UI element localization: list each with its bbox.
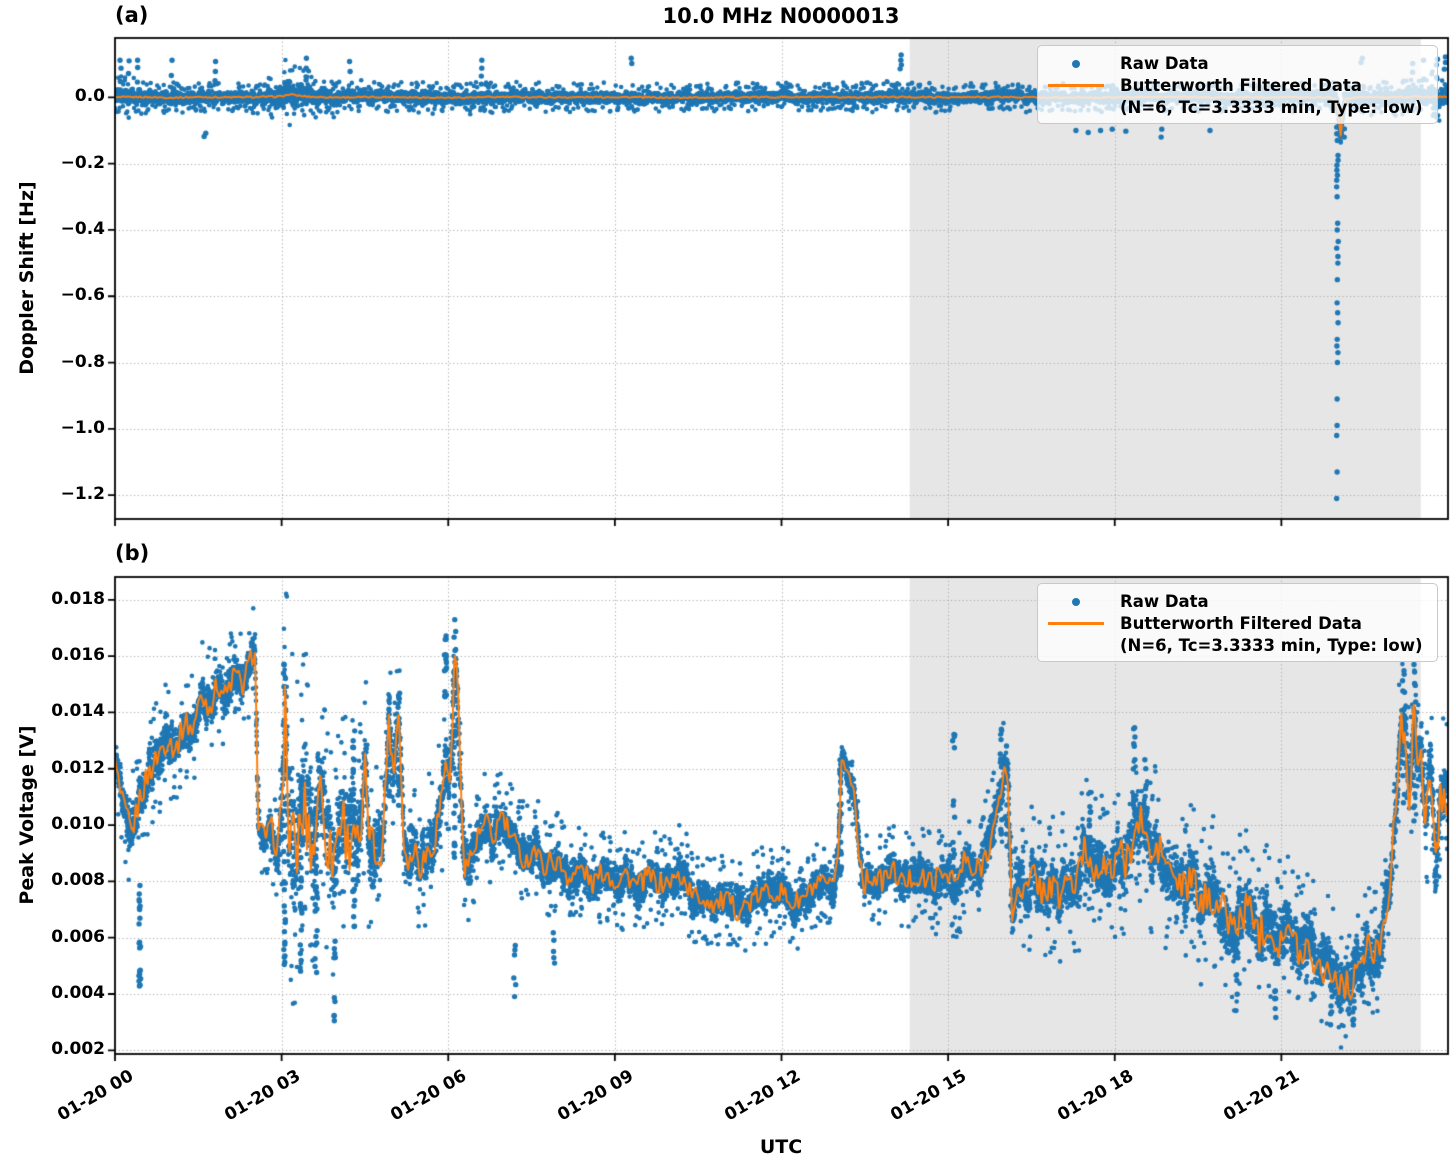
raw-data-dot-marker-icon: [1046, 591, 1106, 606]
legend-filtered-label: Butterworth Filtered Data (N=6, Tc=3.333…: [1106, 75, 1423, 119]
y-tick-label-a: −1.2: [60, 484, 105, 505]
legend-filtered-label-line1: Butterworth Filtered Data: [1120, 614, 1362, 633]
y-tick-label-b: 0.016: [51, 645, 105, 666]
legend-row-filtered: Butterworth Filtered Data (N=6, Tc=3.333…: [1046, 613, 1429, 657]
y-tick-label-b: 0.002: [51, 1039, 105, 1060]
y-tick-label-b: 0.008: [51, 870, 105, 891]
y-tick-label-b: 0.012: [51, 757, 105, 778]
legend-filtered-label: Butterworth Filtered Data (N=6, Tc=3.333…: [1106, 613, 1423, 657]
legend-filtered-label-line2: (N=6, Tc=3.3333 min, Type: low): [1120, 636, 1423, 655]
y-axis-label-doppler: Doppler Shift [Hz]: [16, 181, 38, 375]
panel-a-tag: (a): [115, 3, 149, 27]
legend-raw-label: Raw Data: [1120, 592, 1209, 611]
filtered-line-marker-icon: [1046, 75, 1106, 87]
y-tick-label-a: −0.8: [60, 351, 105, 372]
legend-row-raw: Raw Data: [1046, 591, 1429, 613]
legend-row-raw: Raw Data: [1046, 53, 1429, 75]
y-tick-label-a: 0.0: [74, 86, 105, 107]
legend-filtered-label-line2: (N=6, Tc=3.3333 min, Type: low): [1120, 98, 1423, 117]
legend-panel-a: Raw Data Butterworth Filtered Data (N=6,…: [1037, 45, 1438, 124]
y-tick-label-b: 0.014: [51, 701, 105, 722]
y-tick-label-a: −1.0: [60, 417, 105, 438]
y-tick-label-b: 0.006: [51, 926, 105, 947]
filtered-line-marker-icon: [1046, 613, 1106, 625]
x-axis-label: UTC: [759, 1136, 803, 1158]
legend-filtered-label-line1: Butterworth Filtered Data: [1120, 76, 1362, 95]
raw-data-dot-marker-icon: [1046, 53, 1106, 68]
y-tick-label-b: 0.010: [51, 814, 105, 835]
y-tick-label-a: −0.2: [60, 152, 105, 173]
y-tick-label-a: −0.4: [60, 218, 105, 239]
panel-b-tag: (b): [115, 541, 150, 565]
legend-panel-b: Raw Data Butterworth Filtered Data (N=6,…: [1037, 583, 1438, 662]
y-tick-label-b: 0.004: [51, 983, 105, 1004]
legend-raw-label: Raw Data: [1120, 54, 1209, 73]
y-tick-label-a: −0.6: [60, 285, 105, 306]
legend-row-filtered: Butterworth Filtered Data (N=6, Tc=3.333…: [1046, 75, 1429, 119]
y-tick-label-b: 0.018: [51, 588, 105, 609]
figure-title: 10.0 MHz N0000013: [662, 4, 900, 28]
